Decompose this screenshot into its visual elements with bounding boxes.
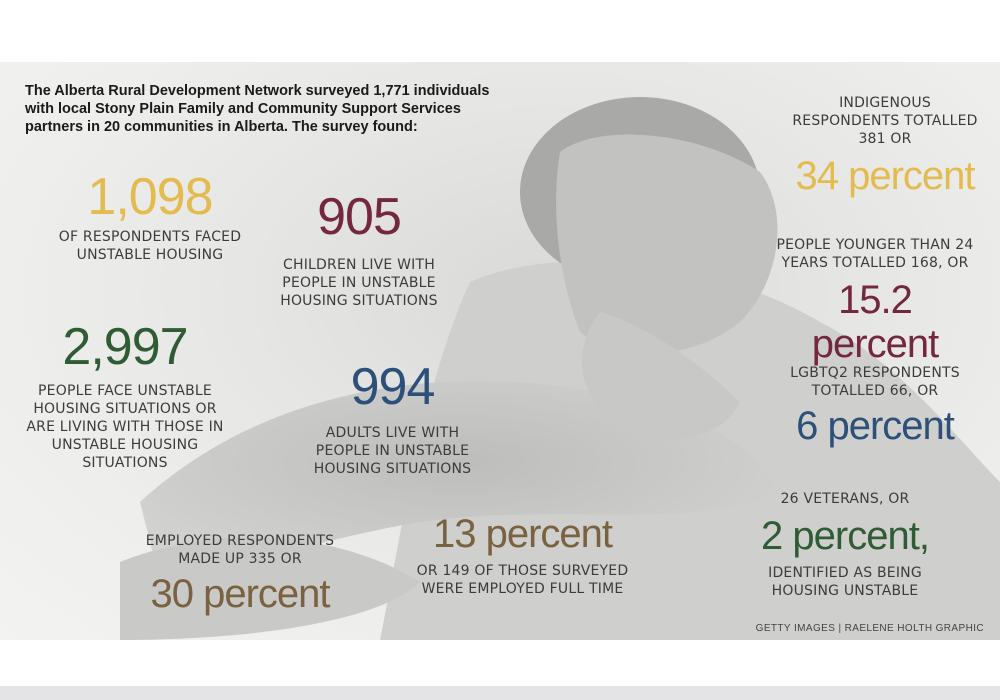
stat-number: 994 [350, 358, 436, 416]
stat-caption-top: 26 VETERANS, OR [780, 491, 910, 507]
stat-employed: EMPLOYED RESPONDENTS MADE UP 335 OR 30 p… [135, 532, 345, 616]
photo-credit: GETTY IMAGES | RAELENE HOLTH GRAPHIC [755, 623, 984, 634]
stat-people-face: 2,997 PEOPLE FACE UNSTABLE HOUSING SITUA… [20, 320, 230, 472]
stat-caption: PEOPLE YOUNGER THAN 24 YEARS TOTALLED 16… [776, 237, 974, 271]
bottom-scroll-bar [0, 686, 1000, 700]
stat-value: 15.2 percent [811, 278, 939, 366]
stat-number: 1,098 [87, 168, 213, 226]
stat-adults: 994 ADULTS LIVE WITH PEOPLE IN UNSTABLE … [300, 360, 485, 478]
stat-caption-bottom: IDENTIFIED AS BEING HOUSING UNSTABLE [768, 565, 922, 599]
stat-children: 905 CHILDREN LIVE WITH PEOPLE IN UNSTABL… [268, 190, 450, 310]
stat-caption: CHILDREN LIVE WITH PEOPLE IN UNSTABLE HO… [280, 257, 438, 309]
stat-value: 34 percent [795, 154, 975, 198]
stat-value: 6 percent [796, 404, 955, 448]
arm-shape [140, 381, 780, 582]
stat-caption: INDIGENOUS RESPONDENTS TOTALLED 381 OR [792, 95, 978, 147]
stat-value: 30 percent [150, 572, 330, 616]
stat-younger: PEOPLE YOUNGER THAN 24 YEARS TOTALLED 16… [770, 236, 980, 366]
stat-caption: OF RESPONDENTS FACED UNSTABLE HOUSING [58, 229, 242, 263]
stat-value: 13 percent [432, 512, 613, 556]
stat-caption: PEOPLE FACE UNSTABLE HOUSING SITUATIONS … [26, 383, 224, 471]
forearm-shape [581, 312, 740, 440]
stat-caption: ADULTS LIVE WITH PEOPLE IN UNSTABLE HOUS… [313, 425, 472, 477]
stat-caption: EMPLOYED RESPONDENTS MADE UP 335 OR [145, 533, 335, 567]
stat-caption: LGBTQ2 RESPONDENTS TOTALLED 66, OR [790, 365, 960, 399]
stat-unstable-housing: 1,098 OF RESPONDENTS FACED UNSTABLE HOUS… [35, 170, 265, 264]
lower-arm-shape [120, 537, 420, 640]
stat-caption: OR 149 OF THOSE SURVEYED WERE EMPLOYED F… [416, 563, 629, 597]
stat-veterans: 26 VETERANS, OR 2 percent, IDENTIFIED AS… [745, 490, 945, 600]
intro-text: The Alberta Rural Development Network su… [25, 83, 490, 135]
stat-indigenous: INDIGENOUS RESPONDENTS TOTALLED 381 OR 3… [790, 94, 980, 198]
background-photo [120, 97, 1000, 640]
stat-number: 2,997 [62, 318, 188, 376]
hand-shape [556, 134, 778, 354]
stat-lgbtq2: LGBTQ2 RESPONDENTS TOTALLED 66, OR 6 per… [775, 364, 975, 448]
stat-number: 905 [317, 188, 402, 246]
stat-value: 2 percent, [761, 514, 930, 558]
stat-full-time: 13 percent OR 149 OF THOSE SURVEYED WERE… [405, 512, 640, 598]
infographic-canvas: The Alberta Rural Development Network su… [0, 62, 1000, 640]
